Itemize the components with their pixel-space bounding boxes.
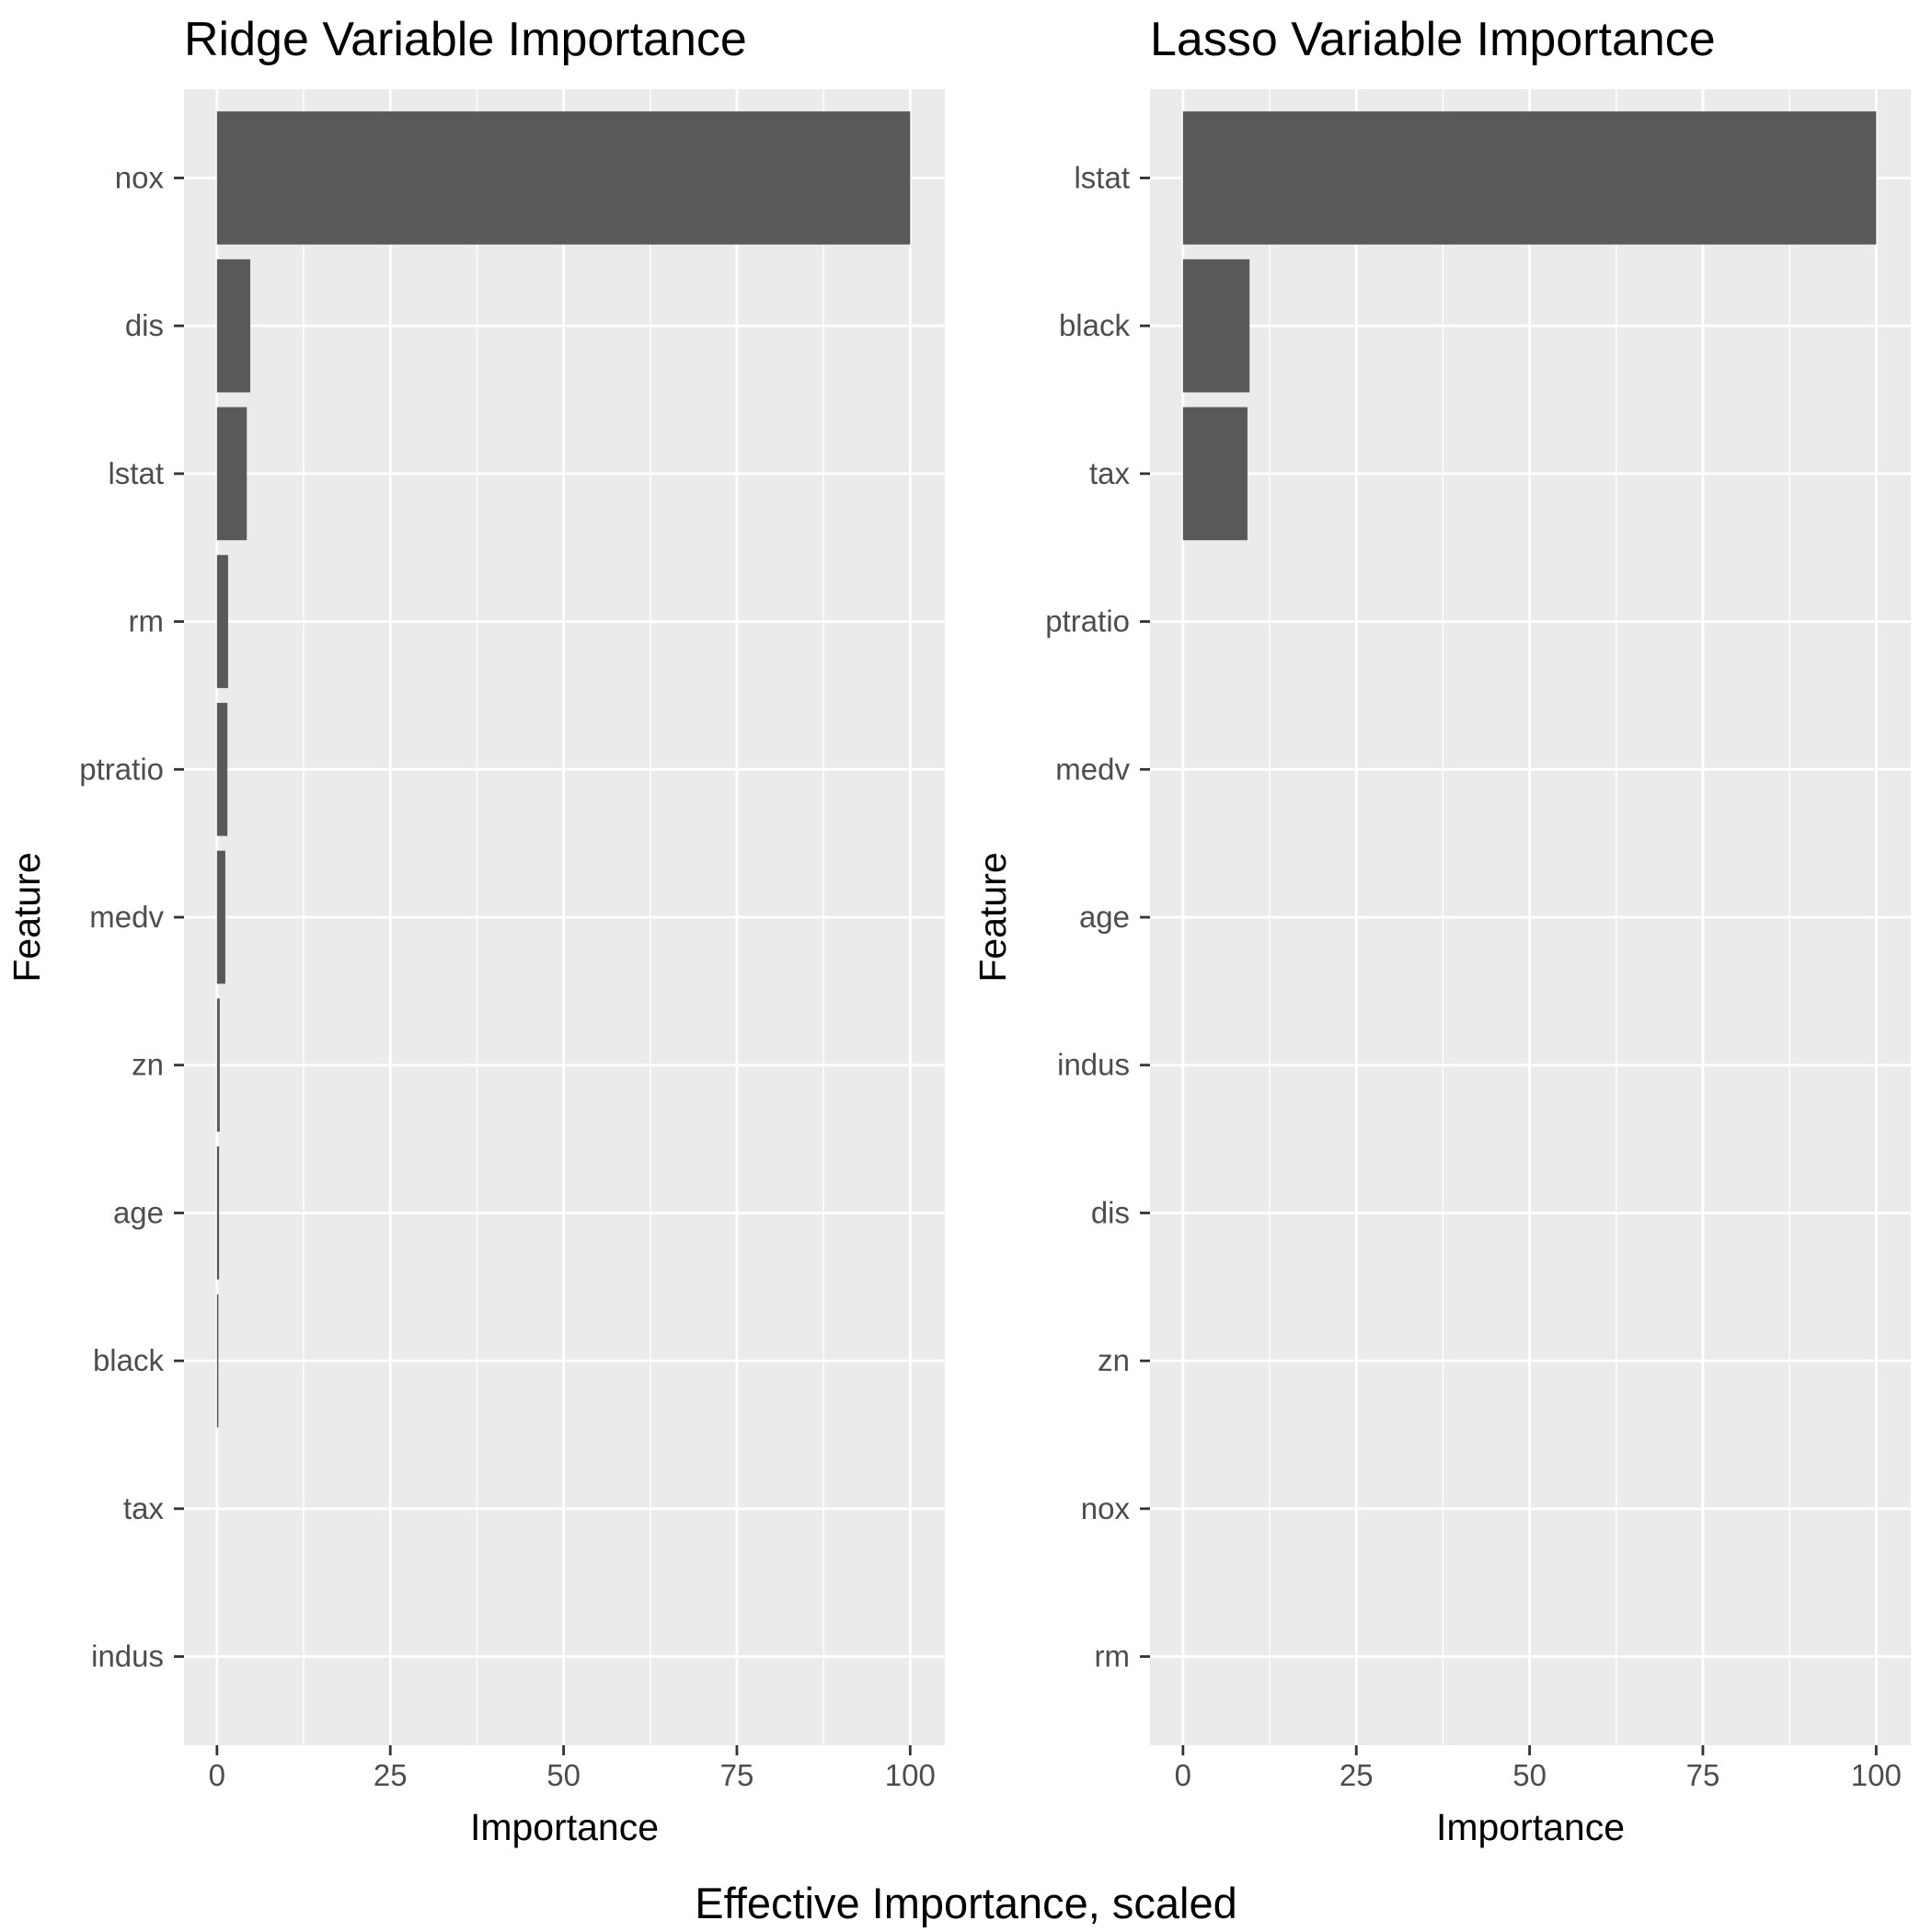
ridge-y-tick-label: nox: [115, 160, 165, 194]
ridge-x-tick-label: 0: [209, 1758, 225, 1792]
lasso-panel-title: Lasso Variable Importance: [1150, 13, 1716, 66]
ridge-bar-age: [216, 1146, 220, 1280]
ridge-y-tick-label: medv: [89, 900, 164, 934]
lasso-y-tick-label: medv: [1055, 752, 1130, 786]
ridge-y-tick-label: age: [113, 1195, 164, 1229]
ridge-bar-nox: [216, 111, 911, 245]
ridge-x-tick-label: 50: [546, 1758, 581, 1792]
lasso-y-tick-label: indus: [1057, 1048, 1130, 1082]
ridge-y-tick-label: indus: [91, 1639, 164, 1673]
ridge-y-tick-label: black: [93, 1343, 165, 1377]
ridge-x-axis-title: Importance: [470, 1806, 659, 1848]
ridge-y-axis-title: Feature: [6, 852, 48, 982]
lasso-y-tick-label: ptratio: [1045, 604, 1130, 638]
ridge-y-tick-label: ptratio: [79, 752, 164, 786]
ridge-bar-rm: [216, 555, 228, 688]
ridge-bar-ptratio: [216, 702, 228, 836]
lasso-y-tick-label: rm: [1095, 1639, 1130, 1673]
ridge-y-tick-label: tax: [123, 1491, 165, 1525]
ridge-bar-dis: [216, 259, 251, 393]
lasso-y-axis-title: Feature: [972, 852, 1014, 982]
lasso-panel: lstat black tax ptratio medv age indus dis zn nox…: [972, 13, 1911, 1848]
ridge-panel: nox dis lstat rm ptratio medv zn age black tax ind…: [6, 13, 945, 1848]
lasso-bar-lstat: [1182, 111, 1877, 245]
ridge-y-tick-label: rm: [129, 604, 164, 638]
ridge-y-tick-label: dis: [125, 308, 164, 342]
figure-caption: Effective Importance, scaled: [695, 1879, 1237, 1927]
ridge-y-tick-label: zn: [132, 1048, 164, 1082]
lasso-y-tick-label: black: [1059, 308, 1131, 342]
lasso-x-tick-label: 25: [1340, 1758, 1374, 1792]
lasso-y-tick-label: zn: [1098, 1343, 1130, 1377]
ridge-bar-zn: [216, 998, 220, 1133]
ridge-x-tick-label: 100: [885, 1758, 936, 1792]
ridge-x-tick-label: 75: [720, 1758, 754, 1792]
lasso-x-tick-label: 75: [1686, 1758, 1720, 1792]
lasso-x-tick-label: 0: [1175, 1758, 1191, 1792]
lasso-y-tick-label: age: [1079, 900, 1130, 934]
lasso-x-tick-label: 50: [1512, 1758, 1547, 1792]
ridge-x-tick-label: 25: [374, 1758, 408, 1792]
lasso-y-tick-label: lstat: [1074, 160, 1130, 194]
ridge-panel-title: Ridge Variable Importance: [184, 13, 747, 66]
lasso-y-tick-label: nox: [1081, 1491, 1131, 1525]
ridge-bar-black: [216, 1294, 219, 1428]
ridge-bar-medv: [216, 850, 225, 984]
lasso-x-axis-title: Importance: [1436, 1806, 1625, 1848]
lasso-y-tick-label: dis: [1091, 1195, 1130, 1229]
lasso-y-tick-label: tax: [1089, 456, 1131, 490]
lasso-bar-black: [1182, 259, 1250, 393]
lasso-bar-tax: [1182, 407, 1248, 541]
ridge-y-tick-label: lstat: [108, 456, 164, 490]
ridge-bar-lstat: [216, 407, 247, 541]
lasso-x-tick-label: 100: [1851, 1758, 1902, 1792]
